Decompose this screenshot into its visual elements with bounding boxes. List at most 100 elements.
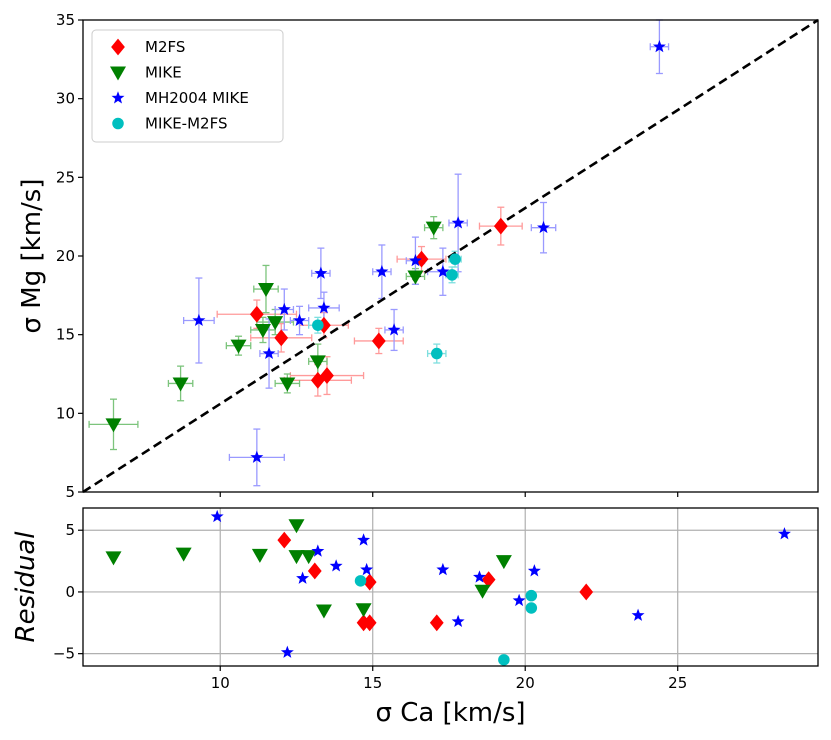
residual-point xyxy=(280,645,294,658)
residual-point xyxy=(451,614,465,628)
residual-point xyxy=(307,562,322,580)
residual-point xyxy=(512,593,526,607)
residual-points xyxy=(105,509,791,666)
data-point xyxy=(451,216,465,229)
residual-y-axis-label: Residual xyxy=(11,531,41,643)
data-point xyxy=(267,316,284,331)
legend-label: MIKE-M2FS xyxy=(145,115,227,133)
residual-point xyxy=(429,614,444,632)
residual-plot-frame xyxy=(82,507,819,667)
main-panel: 5 10 15 20 25 30 35 σ Mg [km/s] M2FS MIKE MH2004… xyxy=(17,11,819,501)
data-point xyxy=(537,220,550,234)
y-tick-label: 20 xyxy=(56,247,75,265)
residual-point xyxy=(315,604,332,619)
x-tick-label: 15 xyxy=(363,674,382,692)
x-axis-label: σ Ca [km/s] xyxy=(375,698,525,728)
x-tick-label: 25 xyxy=(668,674,687,692)
residual-point xyxy=(498,654,510,666)
main-ticks: 5 10 15 20 25 30 35 xyxy=(56,11,679,501)
residual-point xyxy=(777,527,791,540)
data-point xyxy=(274,329,289,347)
data-point xyxy=(309,355,326,370)
residual-point xyxy=(354,575,367,587)
residual-point xyxy=(251,548,268,563)
data-point xyxy=(257,283,274,298)
residual-point xyxy=(473,570,486,583)
x-tick-label: 10 xyxy=(211,674,230,692)
data-point xyxy=(317,301,331,314)
data-point xyxy=(172,377,189,392)
residual-point xyxy=(357,533,371,546)
y-tick-label: 25 xyxy=(56,168,75,186)
data-point xyxy=(293,313,306,327)
legend: M2FS MIKE MH2004 MIKE MIKE-M2FS xyxy=(91,29,284,143)
residual-panel: −5 0 5 10 15 20 25 Residual σ Ca [km/s] xyxy=(11,507,819,728)
data-point xyxy=(250,450,264,463)
legend-marker xyxy=(111,38,125,56)
data-point xyxy=(105,418,122,433)
y-tick-label: 35 xyxy=(56,11,75,29)
residual-point xyxy=(105,551,122,566)
residual-grid xyxy=(83,508,818,666)
residual-point xyxy=(175,547,192,562)
data-point xyxy=(408,253,422,267)
residual-point xyxy=(579,583,594,601)
data-point xyxy=(279,377,296,392)
residual-point xyxy=(355,603,372,618)
legend-label: MH2004 MIKE xyxy=(145,89,249,107)
data-point xyxy=(254,323,271,338)
residual-point xyxy=(525,589,538,602)
residual-ticks: −5 0 5 10 15 20 25 xyxy=(53,521,687,692)
residual-point xyxy=(362,614,377,632)
residual-point xyxy=(300,550,317,565)
data-point xyxy=(262,346,276,360)
data-point xyxy=(320,367,334,384)
residual-point xyxy=(631,608,645,621)
data-point xyxy=(371,332,386,350)
legend-marker xyxy=(111,91,125,104)
y-tick-label: 10 xyxy=(56,404,75,422)
data-point xyxy=(652,39,666,53)
data-point xyxy=(449,253,461,265)
legend-marker xyxy=(112,117,124,130)
data-point xyxy=(414,250,429,268)
legend-label: M2FS xyxy=(145,38,185,56)
data-point xyxy=(407,270,424,285)
data-point xyxy=(230,339,247,354)
x-tick-label: 20 xyxy=(516,674,535,692)
residual-point xyxy=(288,519,305,534)
residual-point xyxy=(436,562,450,576)
residual-point xyxy=(277,531,292,549)
y-tick-label: 0 xyxy=(65,583,75,601)
residual-point xyxy=(210,509,224,523)
residual-point xyxy=(360,562,374,576)
data-point xyxy=(249,305,264,323)
data-point xyxy=(387,323,401,336)
residual-point xyxy=(362,573,377,591)
data-point xyxy=(375,264,389,278)
residual-point xyxy=(288,550,305,565)
residual-point xyxy=(296,571,310,584)
data-point xyxy=(192,313,206,327)
data-point xyxy=(446,269,458,281)
main-points xyxy=(105,39,666,463)
data-point xyxy=(277,302,291,315)
data-point xyxy=(314,266,328,279)
y-tick-label: 30 xyxy=(56,90,75,108)
y-tick-label: −5 xyxy=(53,645,75,663)
legend-label: MIKE xyxy=(145,64,182,82)
y-tick-label: 5 xyxy=(65,483,75,501)
residual-point xyxy=(525,602,538,614)
data-point xyxy=(312,319,324,331)
residual-point xyxy=(495,555,512,570)
y-tick-label: 5 xyxy=(65,521,75,539)
y-tick-label: 15 xyxy=(56,326,75,344)
residual-point xyxy=(474,584,491,599)
data-point xyxy=(493,217,508,235)
residual-point xyxy=(329,559,343,572)
data-point xyxy=(431,347,443,360)
data-point xyxy=(425,221,442,236)
legend-marker xyxy=(110,66,126,81)
residual-point xyxy=(311,544,325,557)
